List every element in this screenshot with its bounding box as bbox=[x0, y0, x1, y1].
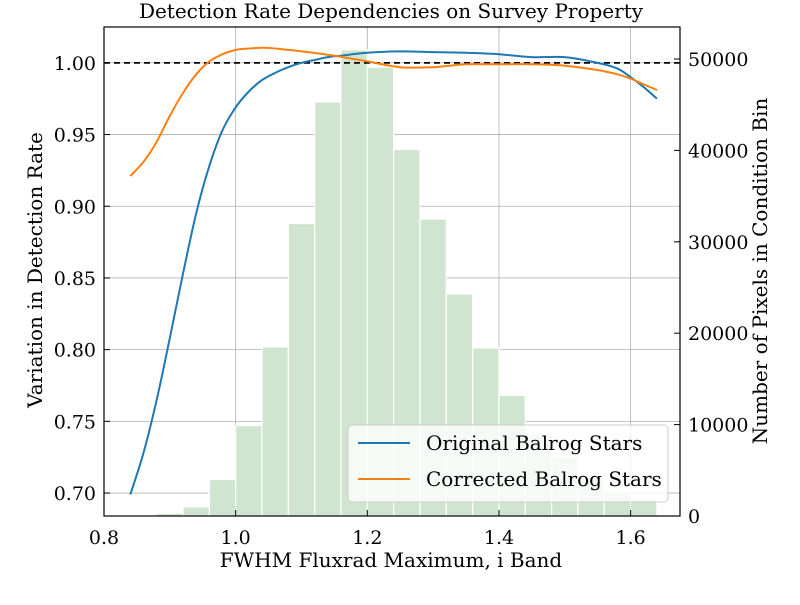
plot-frame bbox=[103, 26, 681, 517]
y-right-tick-label: 50000 bbox=[688, 49, 748, 71]
y-right-tick-label: 30000 bbox=[688, 232, 748, 254]
y-right-tick-label: 40000 bbox=[688, 140, 748, 162]
axis-ticks: 0.8 1.0 1.2 1.4 1.6 0.70 0.75 0.80 0.85 0.90 0.95 1… bbox=[54, 49, 749, 549]
x-tick-label: 1.4 bbox=[484, 527, 514, 549]
y-left-tick-label: 0.80 bbox=[54, 340, 96, 362]
y-left-tick-label: 1.00 bbox=[54, 53, 96, 75]
series-line-original bbox=[129, 50, 658, 495]
histogram-bar bbox=[261, 346, 289, 517]
x-tick-label: 0.8 bbox=[89, 527, 119, 549]
y-left-tick-label: 0.85 bbox=[54, 268, 96, 290]
y-axis-left-label: Variation in Detection Rate bbox=[23, 132, 47, 409]
y-left-tick-label: 0.90 bbox=[54, 196, 96, 218]
histogram-bar bbox=[235, 424, 263, 517]
series-line-corrected bbox=[129, 46, 658, 177]
x-tick-label: 1.2 bbox=[352, 527, 382, 549]
legend-box bbox=[347, 424, 669, 503]
legend-label-corrected: Corrected Balrog Stars bbox=[426, 467, 662, 491]
y-left-tick-label: 0.75 bbox=[54, 411, 96, 433]
histogram-bar bbox=[287, 222, 316, 517]
y-left-tick-label: 0.70 bbox=[54, 483, 96, 505]
histogram-bar bbox=[208, 478, 237, 517]
y-right-tick-label: 10000 bbox=[688, 415, 748, 437]
detection-rate-lines bbox=[129, 46, 658, 495]
y-right-tick-label: 20000 bbox=[688, 323, 748, 345]
y-right-tick-label: 0 bbox=[688, 506, 700, 528]
y-left-tick-label: 0.95 bbox=[54, 125, 96, 147]
x-tick-label: 1.6 bbox=[616, 527, 646, 549]
x-tick-label: 1.0 bbox=[221, 527, 251, 549]
legend-label-original: Original Balrog Stars bbox=[426, 431, 642, 455]
chart-title: Detection Rate Dependencies on Survey Pr… bbox=[139, 0, 644, 23]
x-axis-label: FWHM Fluxrad Maximum, i Band bbox=[220, 548, 563, 572]
y-axis-right-label: Number of Pixels in Condition Bin bbox=[748, 98, 772, 445]
histogram-bar bbox=[314, 101, 342, 517]
legend: Original Balrog Stars Corrected Balrog S… bbox=[347, 424, 669, 503]
histogram-bar bbox=[182, 506, 210, 517]
